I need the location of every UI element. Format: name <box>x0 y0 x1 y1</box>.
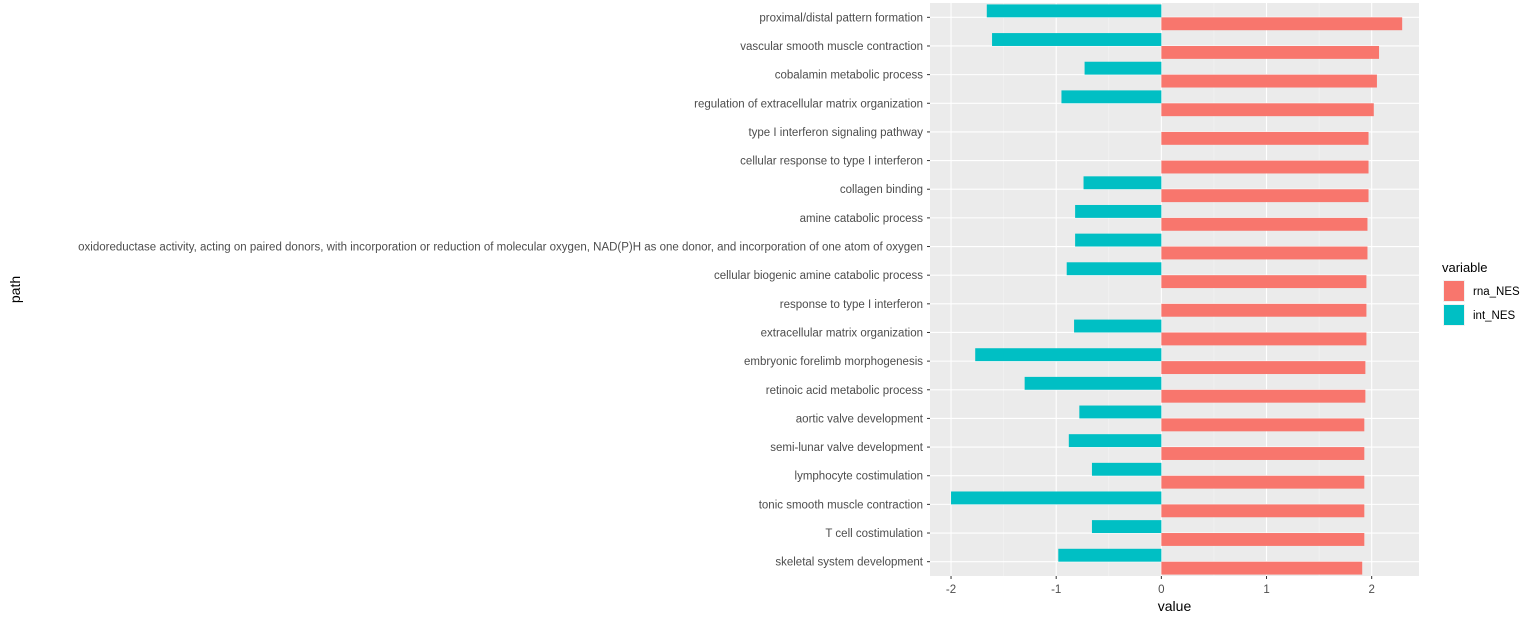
y-tick-label: type I interferon signaling pathway <box>748 127 923 139</box>
bar-rna_NES <box>1161 418 1365 432</box>
bar-rna_NES <box>1161 389 1366 403</box>
y-tick-label: lymphocyte costimulation <box>795 471 923 483</box>
x-tick-label: -1 <box>1051 584 1061 596</box>
bar-int_NES <box>1061 90 1162 104</box>
y-tick-label: embryonic forelimb morphogenesis <box>744 356 923 368</box>
x-axis-label: value <box>1158 598 1192 614</box>
y-tick-label: aortic valve development <box>796 413 924 425</box>
bar-rna_NES <box>1161 504 1365 518</box>
y-tick-label: amine catabolic process <box>800 213 924 225</box>
bar-int_NES <box>1074 319 1162 333</box>
y-tick-label: skeletal system development <box>775 557 923 569</box>
bar-int_NES <box>986 4 1162 18</box>
bar-int_NES <box>951 491 1162 505</box>
bar-int_NES <box>1075 204 1162 218</box>
y-tick-label: tonic smooth muscle contraction <box>759 499 923 511</box>
y-tick-label: regulation of extracellular matrix organ… <box>694 98 923 110</box>
legend-swatch-int_NES <box>1444 305 1464 325</box>
bar-int_NES <box>1084 61 1162 75</box>
bar-rna_NES <box>1161 361 1366 375</box>
bar-int_NES <box>975 348 1162 362</box>
bars <box>951 4 1403 575</box>
bar-rna_NES <box>1161 332 1367 346</box>
bar-rna_NES <box>1161 217 1368 231</box>
bar-rna_NES <box>1161 160 1369 174</box>
y-tick-label: vascular smooth muscle contraction <box>740 41 923 53</box>
bar-int_NES <box>1091 462 1162 476</box>
y-axis-label: path <box>7 276 23 303</box>
bar-rna_NES <box>1161 45 1380 59</box>
bar-rna_NES <box>1161 103 1374 117</box>
y-tick-label: cobalamin metabolic process <box>775 70 924 82</box>
bar-int_NES <box>1066 262 1162 276</box>
bar-int_NES <box>1083 176 1162 190</box>
legend-label: rna_NES <box>1473 286 1520 298</box>
bar-rna_NES <box>1161 189 1369 203</box>
legend-swatch-rna_NES <box>1444 281 1464 301</box>
bar-int_NES <box>1068 434 1162 448</box>
bar-rna_NES <box>1161 246 1368 260</box>
bar-rna_NES <box>1161 303 1367 317</box>
bar-int_NES <box>1024 376 1162 390</box>
x-tick-label: -2 <box>946 584 956 596</box>
legend-title: variable <box>1442 260 1488 275</box>
y-tick-label: response to type I interferon <box>780 299 923 311</box>
bar-rna_NES <box>1161 533 1365 546</box>
bar-rna_NES <box>1161 561 1363 575</box>
bar-rna_NES <box>1161 131 1369 145</box>
y-tick-labels: proximal/distal pattern formation vascula… <box>78 12 930 569</box>
bar-rna_NES <box>1161 475 1365 489</box>
y-tick-label: extracellular matrix organization <box>761 327 923 339</box>
legend-label: int_NES <box>1473 310 1516 322</box>
y-tick-label: cellular response to type I interferon <box>740 156 923 168</box>
y-tick-label: semi-lunar valve development <box>770 442 924 454</box>
bar-int_NES <box>1058 548 1162 562</box>
y-tick-label: oxidoreductase activity, acting on paire… <box>78 242 923 254</box>
x-tick-label: 0 <box>1158 584 1164 596</box>
y-tick-label: T cell costimulation <box>825 528 923 540</box>
bar-int_NES <box>1079 405 1162 419</box>
x-tick-label: 1 <box>1263 584 1269 596</box>
y-tick-label: proximal/distal pattern formation <box>759 12 923 24</box>
bar-int_NES <box>1091 520 1162 534</box>
bar-int_NES <box>992 33 1162 46</box>
y-tick-label: collagen binding <box>840 184 923 196</box>
legend: variable rna_NES int_NES <box>1442 260 1520 326</box>
bar-rna_NES <box>1161 17 1403 31</box>
bar-rna_NES <box>1161 447 1365 460</box>
x-tick-labels: -2 -1 0 1 2 <box>946 576 1375 596</box>
bar-rna_NES <box>1161 74 1377 88</box>
x-tick-label: 2 <box>1368 584 1374 596</box>
bar-int_NES <box>1075 233 1162 247</box>
bar-rna_NES <box>1161 275 1367 289</box>
y-tick-label: cellular biogenic amine catabolic proces… <box>714 270 923 282</box>
y-tick-label: retinoic acid metabolic process <box>766 385 923 397</box>
